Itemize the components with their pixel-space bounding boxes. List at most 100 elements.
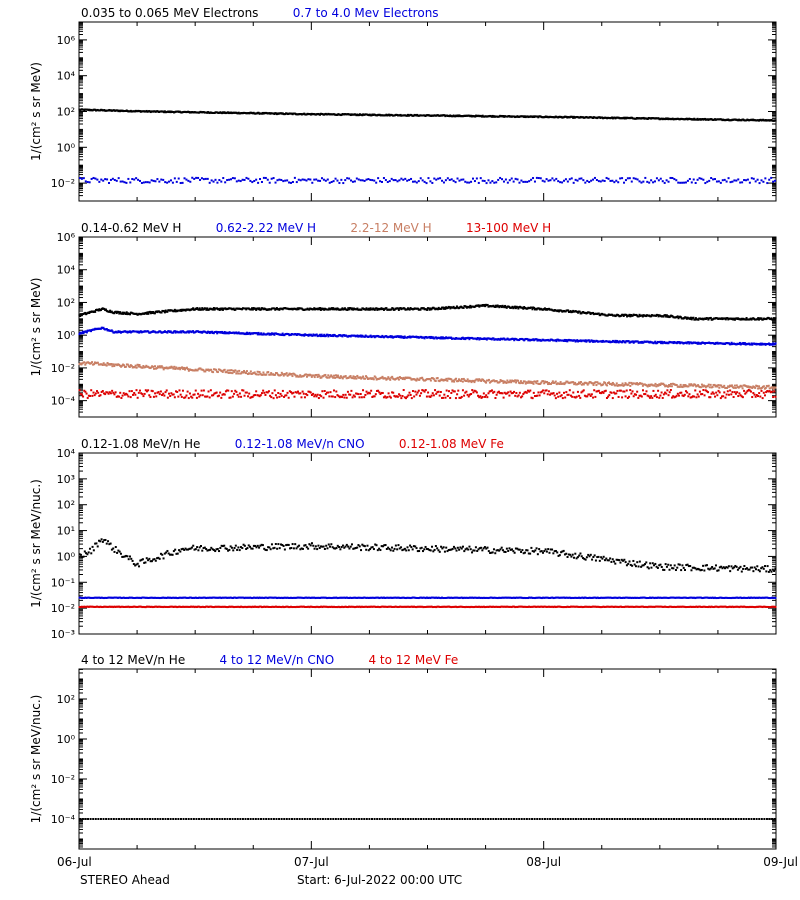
data-point bbox=[750, 342, 753, 345]
data-point bbox=[386, 396, 389, 399]
data-point bbox=[539, 382, 542, 385]
data-point bbox=[202, 389, 205, 392]
data-point bbox=[243, 394, 246, 397]
data-point bbox=[378, 391, 381, 394]
data-point bbox=[245, 333, 248, 336]
data-point bbox=[310, 375, 313, 378]
data-point bbox=[196, 369, 199, 372]
data-point bbox=[537, 391, 540, 394]
data-point bbox=[265, 373, 268, 376]
data-point bbox=[331, 375, 334, 378]
data-point bbox=[678, 385, 681, 388]
data-point bbox=[685, 317, 688, 320]
data-point bbox=[401, 395, 404, 398]
data-point bbox=[267, 371, 270, 374]
data-point bbox=[157, 391, 160, 394]
data-point bbox=[257, 373, 260, 376]
data-point bbox=[131, 178, 134, 181]
data-point bbox=[528, 390, 531, 393]
data-point bbox=[523, 380, 526, 383]
data-point bbox=[161, 553, 164, 556]
data-point bbox=[632, 395, 635, 398]
data-point bbox=[285, 372, 288, 375]
data-point bbox=[182, 367, 185, 370]
data-point bbox=[153, 365, 156, 368]
data-point bbox=[150, 560, 153, 563]
data-point bbox=[481, 179, 484, 182]
data-point bbox=[262, 176, 265, 179]
data-point bbox=[568, 389, 571, 392]
data-point bbox=[698, 390, 701, 393]
data-point bbox=[297, 178, 300, 181]
data-point bbox=[429, 396, 432, 399]
data-point bbox=[298, 392, 301, 395]
data-point bbox=[742, 341, 745, 344]
data-point bbox=[84, 363, 87, 366]
data-point bbox=[197, 549, 200, 552]
data-point bbox=[719, 397, 722, 400]
data-point bbox=[174, 548, 177, 551]
data-point bbox=[684, 384, 687, 387]
data-point bbox=[773, 390, 776, 393]
data-point bbox=[238, 369, 241, 372]
data-point bbox=[228, 396, 231, 399]
data-point bbox=[466, 181, 469, 184]
data-point bbox=[481, 395, 484, 398]
data-point bbox=[143, 392, 146, 395]
data-point bbox=[172, 367, 175, 370]
data-point bbox=[100, 390, 103, 393]
data-point bbox=[767, 342, 770, 345]
data-point bbox=[574, 396, 577, 399]
data-point bbox=[581, 390, 584, 393]
data-point bbox=[620, 384, 623, 387]
data-point bbox=[637, 315, 640, 318]
data-point bbox=[477, 394, 480, 397]
data-point bbox=[477, 379, 480, 382]
data-point bbox=[592, 311, 595, 314]
data-point bbox=[436, 377, 439, 380]
data-point bbox=[502, 381, 505, 384]
data-point bbox=[169, 179, 172, 182]
data-point bbox=[326, 376, 329, 379]
data-point bbox=[158, 180, 161, 183]
data-point bbox=[302, 392, 305, 395]
data-point bbox=[609, 391, 612, 394]
data-point bbox=[675, 384, 678, 387]
data-point bbox=[582, 389, 585, 392]
data-point bbox=[601, 179, 604, 182]
data-point bbox=[250, 396, 253, 399]
data-point bbox=[506, 392, 509, 395]
data-point bbox=[760, 389, 763, 392]
data-point bbox=[509, 390, 512, 393]
data-point bbox=[379, 392, 382, 395]
data-point bbox=[613, 181, 616, 184]
data-point bbox=[553, 179, 556, 182]
data-point bbox=[619, 389, 622, 392]
data-point bbox=[741, 387, 744, 390]
data-point bbox=[169, 330, 172, 333]
data-point bbox=[212, 308, 215, 311]
data-point bbox=[406, 395, 409, 398]
data-point bbox=[678, 341, 681, 344]
data-point bbox=[663, 340, 666, 343]
data-point bbox=[253, 179, 256, 182]
data-point bbox=[135, 312, 138, 315]
data-point bbox=[740, 395, 743, 398]
data-point bbox=[757, 318, 760, 321]
data-point bbox=[459, 379, 462, 382]
y-tick-label: 10³ bbox=[57, 473, 75, 486]
data-point bbox=[351, 377, 354, 380]
data-point bbox=[227, 549, 230, 552]
data-point bbox=[470, 381, 473, 384]
data-point bbox=[154, 559, 157, 562]
data-point bbox=[601, 390, 604, 393]
data-point bbox=[681, 394, 684, 397]
data-point bbox=[142, 365, 145, 368]
data-point bbox=[504, 392, 507, 395]
data-point bbox=[282, 180, 285, 183]
data-point bbox=[501, 178, 504, 181]
data-point bbox=[112, 547, 115, 550]
y-tick-label: 10⁴ bbox=[57, 264, 76, 277]
data-point bbox=[128, 390, 131, 393]
data-point bbox=[90, 362, 93, 365]
